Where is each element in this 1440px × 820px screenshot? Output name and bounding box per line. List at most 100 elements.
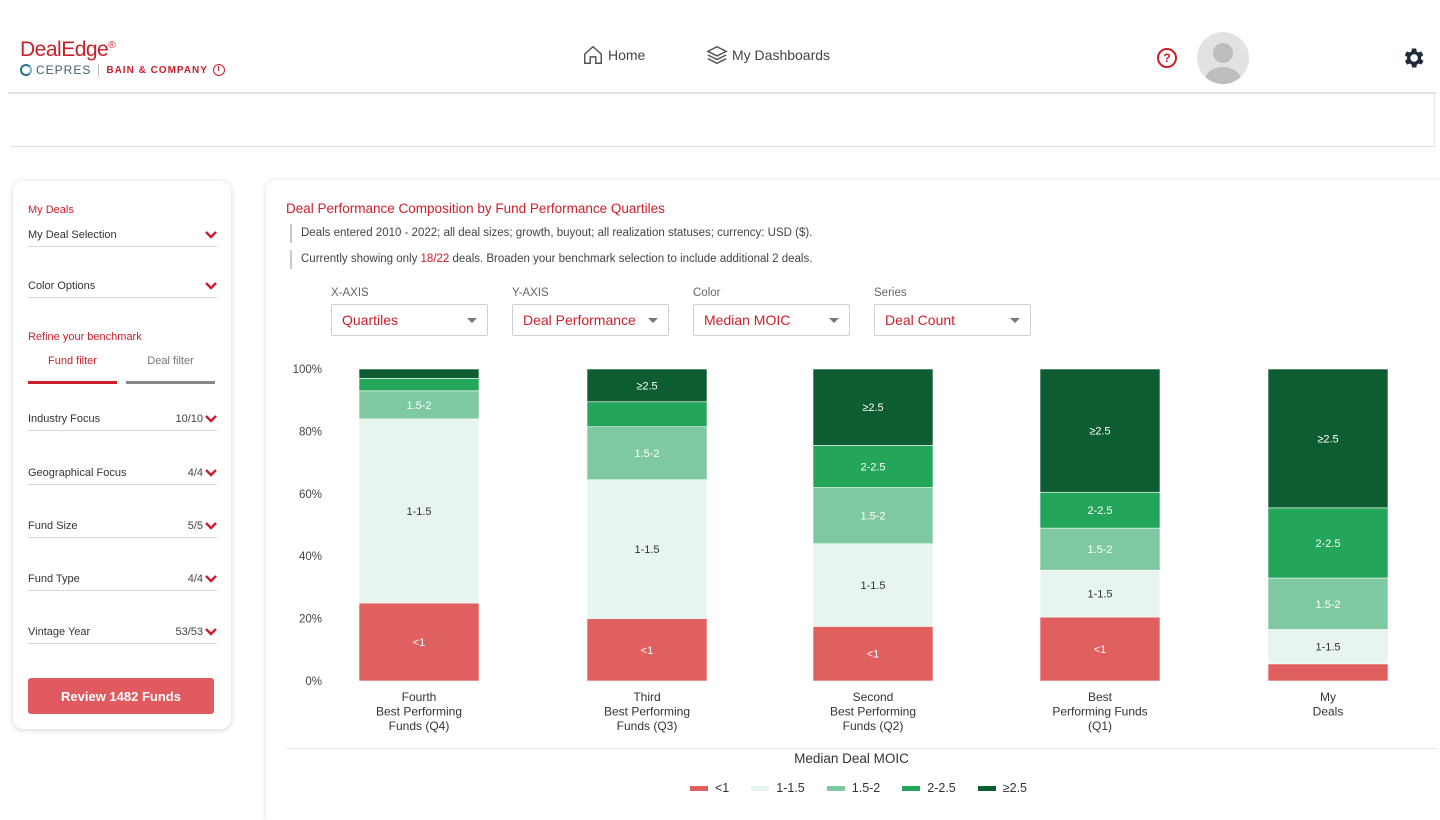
bar-segment[interactable] [358, 378, 480, 392]
dealedge-logo[interactable]: DealEdge® CEPRES BAIN & COMPANY [20, 38, 225, 77]
filter-geographical-focus[interactable]: Geographical Focus 4/4 [28, 461, 217, 485]
bar-segment[interactable] [1039, 491, 1161, 529]
y-tick-label: 100% [293, 364, 322, 376]
bar-segment[interactable] [1039, 368, 1161, 493]
filter-count: 53/53 [175, 625, 203, 638]
legend-item[interactable]: <1 [690, 781, 729, 795]
legend-item[interactable]: 1.5-2 [826, 781, 881, 795]
bar-segment[interactable] [1267, 577, 1389, 630]
y-axis-select[interactable]: Deal Performance [512, 304, 669, 336]
legend-item[interactable]: 2-2.5 [902, 781, 956, 795]
segment-label: 1-1.5 [1087, 589, 1112, 601]
help-icon[interactable]: ? [1157, 48, 1177, 68]
review-funds-button[interactable]: Review 1482 Funds [28, 678, 214, 714]
caret-down-icon [467, 317, 477, 323]
bar-segment[interactable] [1039, 616, 1161, 682]
color-select[interactable]: Median MOIC [693, 304, 850, 336]
tab-deal-filter[interactable]: Deal filter [126, 352, 215, 384]
my-deal-selection-dropdown[interactable]: My Deal Selection [28, 223, 217, 247]
header-divider [8, 92, 1436, 94]
x-tick-label: My [1320, 690, 1336, 704]
bar-segment[interactable] [1267, 629, 1389, 665]
x-axis-select[interactable]: Quartiles [331, 304, 488, 336]
subbar-border [1434, 94, 1435, 146]
bar-segment[interactable] [358, 602, 480, 682]
cepres-icon [20, 64, 32, 76]
nav-my-dashboards[interactable]: My Dashboards [706, 44, 830, 66]
coverage-note-post: deals. Broaden your benchmark selection … [449, 253, 813, 265]
bar-segment[interactable] [812, 543, 934, 627]
segment-label: 1.5-2 [406, 400, 431, 412]
legend-item[interactable]: ≥2.5 [977, 781, 1027, 795]
segment-label: 1-1.5 [634, 544, 659, 556]
chevron-down-icon [205, 281, 217, 290]
bar-segment[interactable] [586, 479, 708, 619]
series-select[interactable]: Deal Count [874, 304, 1031, 336]
tab-fund-filter[interactable]: Fund filter [28, 352, 117, 384]
layers-icon [706, 45, 728, 65]
nav-home[interactable]: Home [582, 44, 645, 66]
bain-icon [212, 64, 225, 76]
legend-label: 1.5-2 [851, 781, 881, 795]
logo-wordmark: DealEdge® [20, 38, 116, 61]
bar-segment[interactable] [586, 368, 708, 403]
bar-segment[interactable] [1267, 507, 1389, 579]
bar-segment[interactable] [358, 368, 480, 379]
x-tick-label: Best Performing [376, 705, 462, 719]
bar-segment[interactable] [1267, 368, 1389, 509]
x-tick-label: Funds (Q3) [617, 719, 678, 733]
bar-segment[interactable] [812, 445, 934, 488]
legend-title: Median Deal MOIC [794, 751, 909, 766]
y-axis-value: Deal Performance [523, 312, 636, 328]
bar-segment[interactable] [1039, 569, 1161, 618]
x-tick-label: Deals [1313, 705, 1344, 719]
segment-label: <1 [867, 649, 880, 661]
color-options-dropdown[interactable]: Color Options [28, 274, 217, 298]
refine-benchmark-label: Refine your benchmark [28, 331, 142, 343]
coverage-note: Currently showing only 18/22 deals. Broa… [290, 250, 812, 269]
chevron-down-icon [205, 230, 217, 239]
legend-swatch [977, 785, 996, 791]
bar-segment[interactable] [812, 368, 934, 446]
bar-segment[interactable] [586, 401, 708, 428]
segment-label: 1.5-2 [1315, 599, 1340, 611]
bar-segment[interactable] [1039, 527, 1161, 571]
legend-swatch [690, 785, 708, 791]
x-axis-value: Quartiles [342, 312, 399, 328]
chevron-down-icon [205, 468, 217, 477]
bar-segment[interactable] [586, 426, 708, 481]
filter-count: 5/5 [187, 519, 203, 532]
legend-item[interactable]: 1-1.5 [751, 781, 805, 795]
caret-down-icon [648, 317, 658, 323]
segment-label: <1 [641, 645, 654, 657]
chevron-down-icon [205, 521, 217, 530]
settings-gear-icon[interactable] [1400, 45, 1426, 76]
bar-segment[interactable] [1267, 663, 1389, 682]
filter-industry-focus[interactable]: Industry Focus 10/10 [28, 407, 217, 431]
bar-segment[interactable] [586, 618, 708, 682]
segment-label: 2-2.5 [860, 462, 885, 474]
chart-bottom-divider [286, 748, 1436, 749]
segment-label: 2-2.5 [1087, 505, 1112, 517]
filter-fund-size[interactable]: Fund Size 5/5 [28, 514, 217, 538]
filter-vintage-year[interactable]: Vintage Year 53/53 [28, 620, 217, 644]
chart-title: Deal Performance Composition by Fund Per… [286, 201, 665, 216]
subbar-divider [10, 146, 1435, 147]
coverage-count: 18/22 [420, 253, 450, 265]
y-tick-label: 20% [299, 614, 322, 626]
series-label: Series [874, 287, 907, 299]
x-tick-label: Funds (Q4) [389, 719, 450, 733]
filter-label: Fund Type [28, 572, 80, 585]
bar-segment[interactable] [812, 487, 934, 545]
user-avatar[interactable] [1197, 32, 1249, 84]
filter-label: Fund Size [28, 519, 78, 532]
my-deal-selection-label: My Deal Selection [28, 228, 117, 241]
y-tick-label: 0% [305, 676, 322, 688]
filter-count: 4/4 [187, 466, 203, 479]
segment-label: <1 [1094, 644, 1107, 656]
color-value: Median MOIC [704, 312, 791, 328]
filter-fund-type[interactable]: Fund Type 4/4 [28, 567, 217, 591]
segment-label: <1 [413, 637, 426, 649]
bar-segment[interactable] [812, 626, 934, 682]
bar-segment[interactable] [358, 390, 480, 420]
